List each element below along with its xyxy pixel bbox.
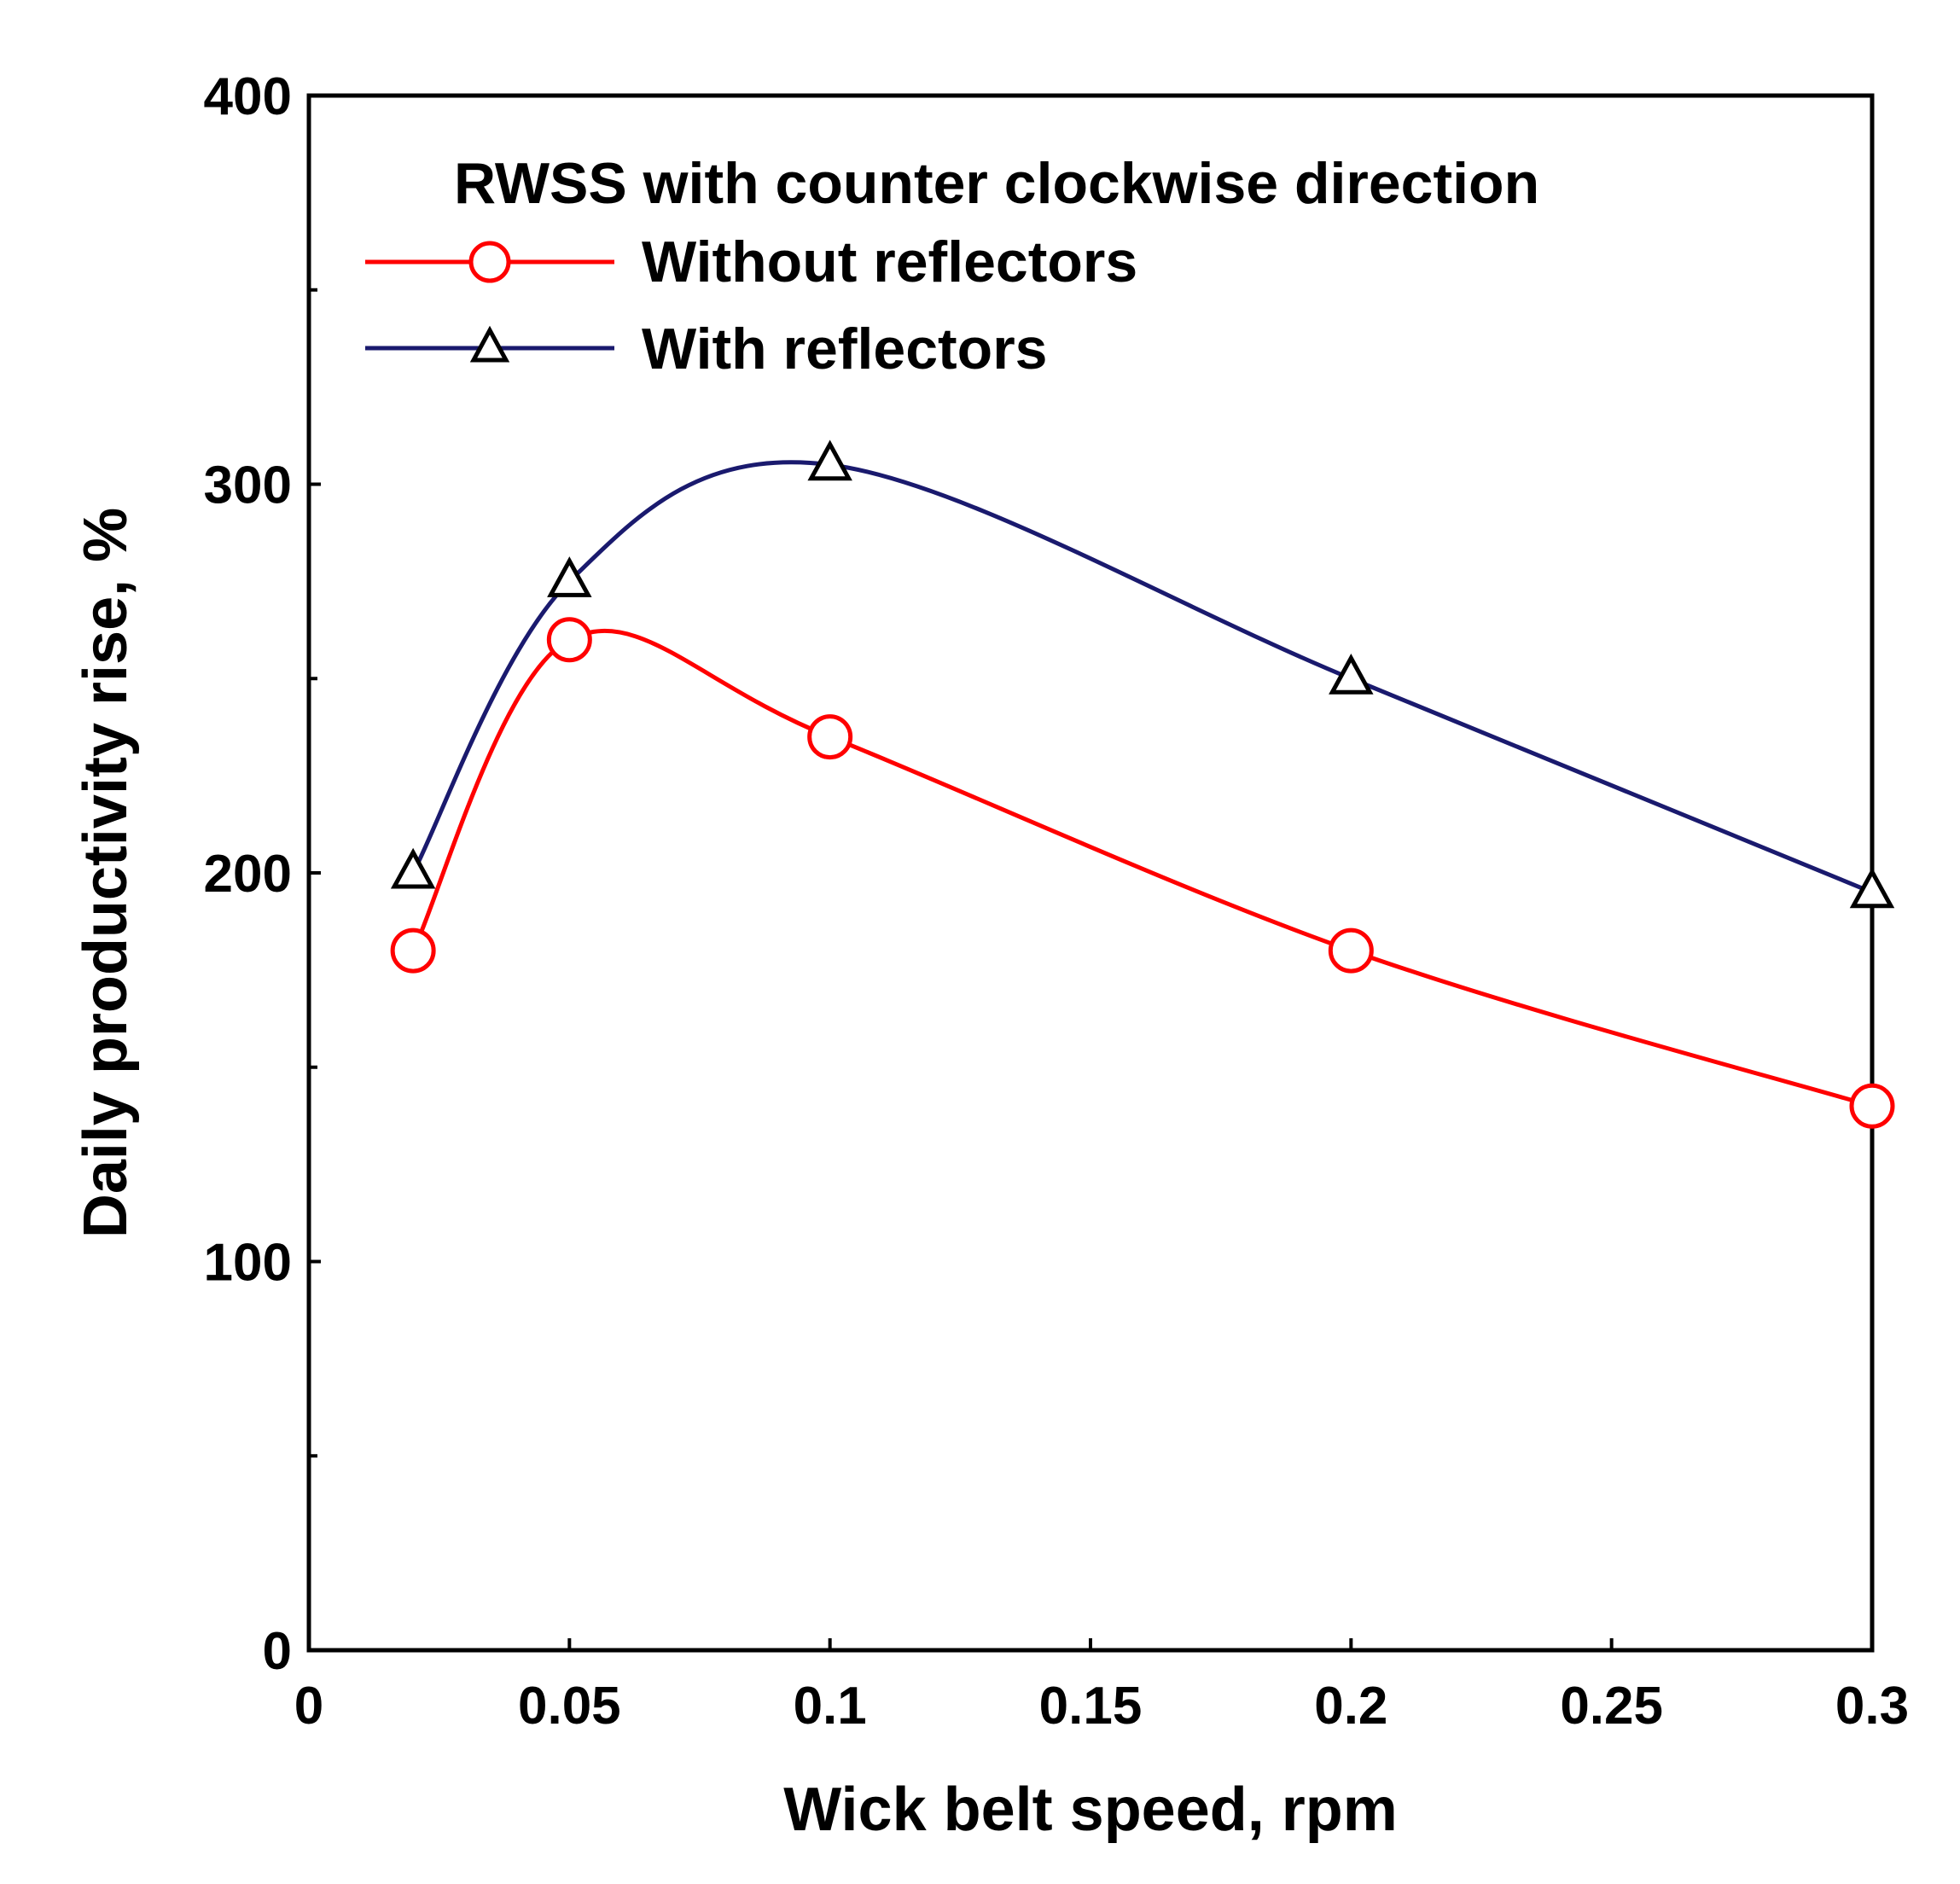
data-point-without-reflectors: [546, 617, 592, 663]
y-tick-label: 0: [263, 1622, 292, 1681]
x-tick-label: 0: [294, 1677, 323, 1736]
legend: RWSS with counter clockwise direction Wi…: [365, 151, 1539, 381]
x-tick-label: 0.1: [794, 1677, 867, 1736]
data-point-without-reflectors: [1849, 1083, 1895, 1129]
y-tick-label: 100: [204, 1234, 292, 1293]
data-point-with-reflectors: [390, 847, 436, 889]
x-tick-label: 0.2: [1314, 1677, 1387, 1736]
x-tick-label: 0.3: [1835, 1677, 1909, 1736]
data-point-with-reflectors: [547, 556, 592, 597]
data-point-without-reflectors: [1328, 927, 1374, 974]
y-axis-title: Daily productivity rise, %: [72, 508, 140, 1238]
data-point-without-reflectors: [390, 927, 436, 974]
x-tick-label: 0.25: [1560, 1677, 1663, 1736]
data-point-without-reflectors: [807, 714, 853, 760]
plot-frame: [306, 93, 1875, 1653]
legend-marker-triangle: [469, 325, 510, 363]
legend-title: RWSS with counter clockwise direction: [454, 151, 1539, 216]
series-lines: [410, 460, 1873, 1108]
x-tick-label: 0.05: [518, 1677, 621, 1736]
x-tick-label: 0.15: [1039, 1677, 1143, 1736]
ticks: [307, 94, 1874, 1652]
series-line-without-reflectors: [410, 629, 1873, 1108]
legend-marker-circle: [468, 241, 511, 283]
data-point-with-reflectors: [1849, 867, 1895, 909]
y-tick-label: 200: [204, 845, 292, 904]
series-markers: [390, 439, 1895, 1129]
x-axis-title: Wick belt speed, rpm: [783, 1776, 1398, 1844]
legend-label-without-reflectors: Without reflectors: [642, 230, 1137, 294]
tick-labels: 0 0.05 0.1 0.15 0.2 0.25 0.3 0 100 200 300 400: [204, 67, 1910, 1736]
y-tick-label: 400: [204, 67, 292, 126]
data-point-with-reflectors: [1329, 654, 1374, 695]
y-tick-label: 300: [204, 456, 292, 515]
data-point-with-reflectors: [807, 439, 852, 481]
series-line-with-reflectors: [410, 460, 1873, 895]
legend-label-with-reflectors: With reflectors: [642, 317, 1047, 381]
